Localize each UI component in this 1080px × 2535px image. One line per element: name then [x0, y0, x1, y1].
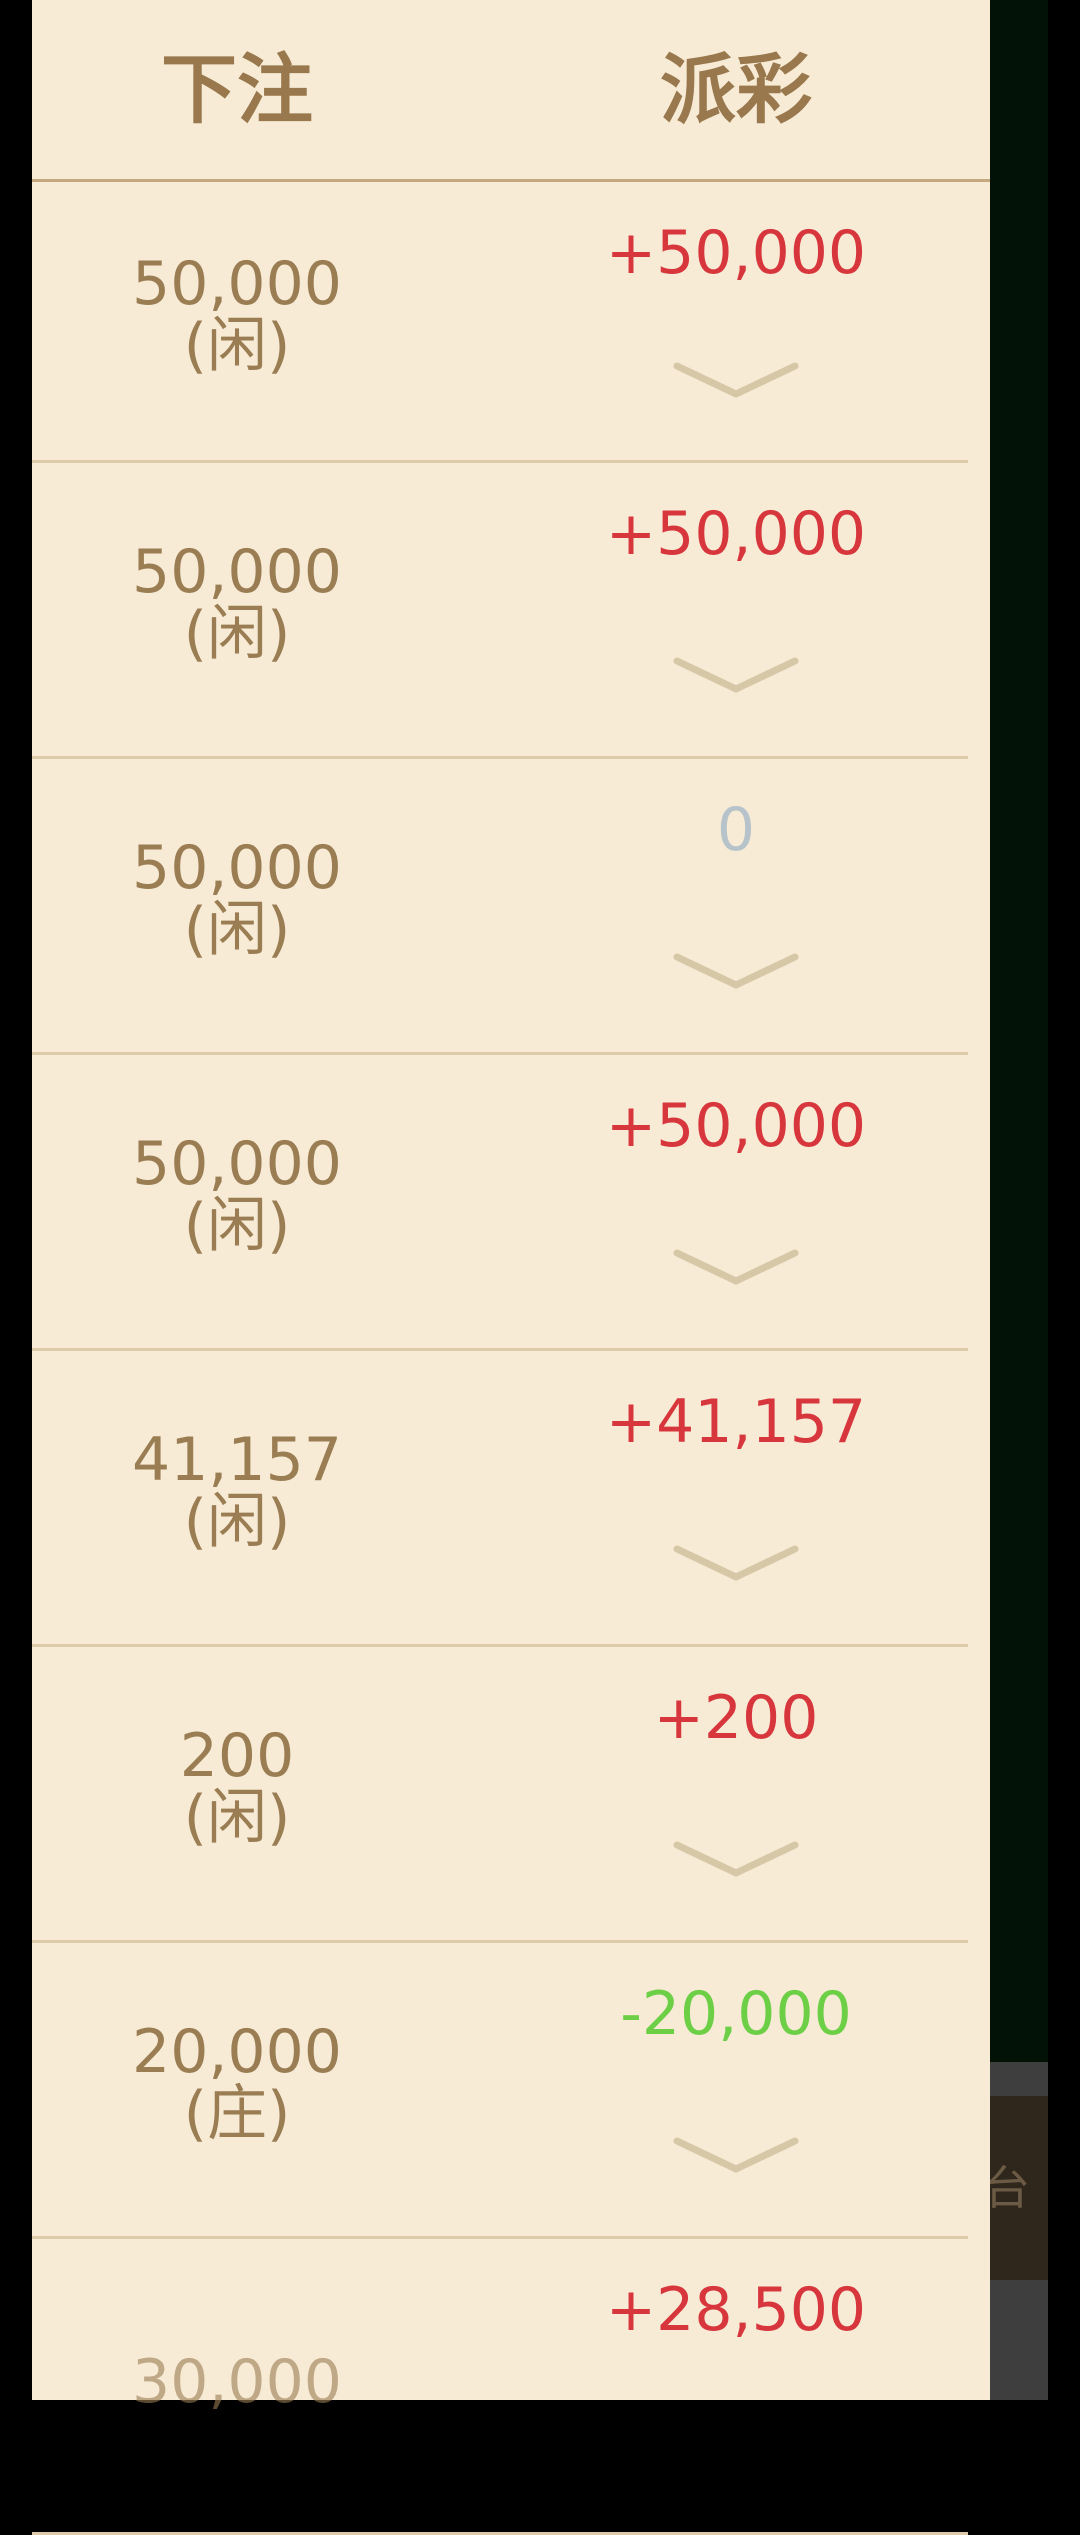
bet-value: 20,000 — [132, 2017, 342, 2087]
table-row[interactable]: 50,000 (闲) 0 — [32, 759, 968, 1055]
bet-side: (庄) — [183, 2079, 291, 2149]
table-row[interactable]: 50,000 (闲) +50,000 — [32, 182, 968, 463]
chevron-down-icon[interactable] — [673, 2135, 799, 2175]
background-button: 台 — [990, 2096, 1048, 2280]
bet-value: 50,000 — [132, 833, 342, 903]
column-header-payout: 派彩 — [660, 45, 812, 134]
payout-amount: +41,157 — [605, 1387, 867, 1457]
payout-amount: +50,000 — [605, 499, 867, 569]
bet-history-panel: 下注 派彩 50,000 (闲) +50,000 50,000 (闲) +50,000 50… — [32, 0, 990, 2535]
bet-value: 30,000 — [132, 2347, 342, 2417]
payout-amount: +28,500 — [605, 2275, 867, 2345]
bet-value: 50,000 — [132, 1129, 342, 1199]
payout-amount: +200 — [653, 1683, 819, 1753]
bet-side: (闲) — [183, 895, 291, 965]
payout-amount: -20,000 — [620, 1979, 852, 2049]
chevron-down-icon[interactable] — [673, 1247, 799, 1287]
table-row[interactable]: 41,157 (闲) +41,157 — [32, 1351, 968, 1647]
bet-amount: 50,000 (闲) — [87, 837, 387, 961]
bet-side: (闲) — [183, 310, 291, 381]
bet-amount: 30,000 — [87, 2351, 387, 2413]
bet-value: 200 — [179, 1721, 295, 1791]
bet-value: 50,000 — [132, 537, 342, 607]
bet-amount: 50,000 (闲) — [87, 253, 387, 377]
bet-side: (闲) — [183, 1783, 291, 1853]
chevron-down-icon[interactable] — [673, 1543, 799, 1583]
chevron-down-icon[interactable] — [673, 655, 799, 695]
chevron-down-icon[interactable] — [673, 951, 799, 991]
bet-side: (闲) — [183, 1487, 291, 1557]
chevron-down-icon[interactable] — [673, 360, 799, 400]
bet-amount: 50,000 (闲) — [87, 541, 387, 665]
bet-side: (闲) — [183, 1191, 291, 1261]
bet-value: 50,000 — [132, 248, 342, 319]
payout-amount: 0 — [716, 795, 756, 865]
payout-amount: +50,000 — [605, 1091, 867, 1161]
payout-amount: +50,000 — [605, 218, 867, 288]
table-row[interactable]: 30,000 +28,500 — [32, 2239, 968, 2535]
table-row[interactable]: 20,000 (庄) -20,000 — [32, 1943, 968, 2239]
table-row[interactable]: 50,000 (闲) +50,000 — [32, 463, 968, 759]
bet-value: 41,157 — [132, 1425, 342, 1495]
bet-amount: 200 (闲) — [87, 1725, 387, 1849]
bet-side: (闲) — [183, 599, 291, 669]
bet-amount: 41,157 (闲) — [87, 1429, 387, 1553]
bet-amount: 20,000 (庄) — [87, 2021, 387, 2145]
table-header: 下注 派彩 — [32, 0, 990, 182]
chevron-down-icon[interactable] — [673, 1839, 799, 1879]
background-game-table: 台 — [990, 0, 1048, 2400]
table-row[interactable]: 50,000 (闲) +50,000 — [32, 1055, 968, 1351]
bet-amount: 50,000 (闲) — [87, 1133, 387, 1257]
table-row[interactable]: 200 (闲) +200 — [32, 1647, 968, 1943]
column-header-bet: 下注 — [161, 45, 313, 134]
bet-list[interactable]: 50,000 (闲) +50,000 50,000 (闲) +50,000 50,000 (闲… — [32, 182, 990, 2535]
